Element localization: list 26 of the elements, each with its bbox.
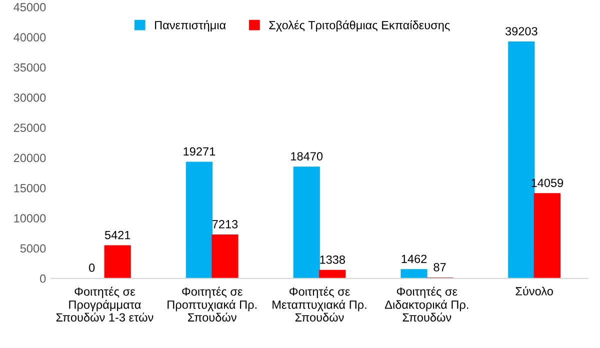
y-tick-label: 25000 (14, 124, 46, 132)
x-tick-label: Φοιτητές σε Μεταπτυχιακά Πρ. Σπουδών (272, 286, 366, 322)
x-tick-label: Σύνολο (516, 286, 553, 296)
y-tick-label: 15000 (14, 184, 46, 192)
x-tick-label: Φοιτητές σε Διδακτορικά Πρ. Σπουδών (384, 286, 468, 322)
data-label: 5421 (104, 230, 130, 240)
data-label: 18470 (291, 152, 323, 160)
y-tick-label: 5000 (20, 244, 46, 253)
y-tick-label: 20000 (14, 154, 46, 162)
data-label: 1462 (402, 254, 427, 264)
data-label: 19271 (184, 147, 216, 156)
x-tick-label: Φοιτητές σε Προγράμματα Σπουδών 1-3 ετών (56, 286, 154, 322)
data-label: 0 (88, 264, 95, 272)
y-tick-label: 0 (40, 274, 46, 283)
y-tick-label: 30000 (14, 93, 46, 102)
y-tick-label: 10000 (14, 214, 46, 222)
y-tick-label: 35000 (14, 63, 46, 72)
data-label: 7213 (212, 220, 238, 228)
legend-label: Σχολές Τριτοβάθμιας Εκπαίδευσης (269, 20, 450, 32)
x-tick-label: Φοιτητές σε Προπτυχιακά Πρ. Σπουδών (168, 286, 256, 322)
legend-label: Πανεπιστήμια (155, 20, 226, 32)
data-label: 39203 (505, 27, 538, 36)
data-label: 87 (434, 263, 446, 272)
data-label: 1338 (320, 255, 346, 264)
y-tick-label: 40000 (14, 33, 46, 42)
y-tick-label: 45000 (14, 2, 46, 12)
